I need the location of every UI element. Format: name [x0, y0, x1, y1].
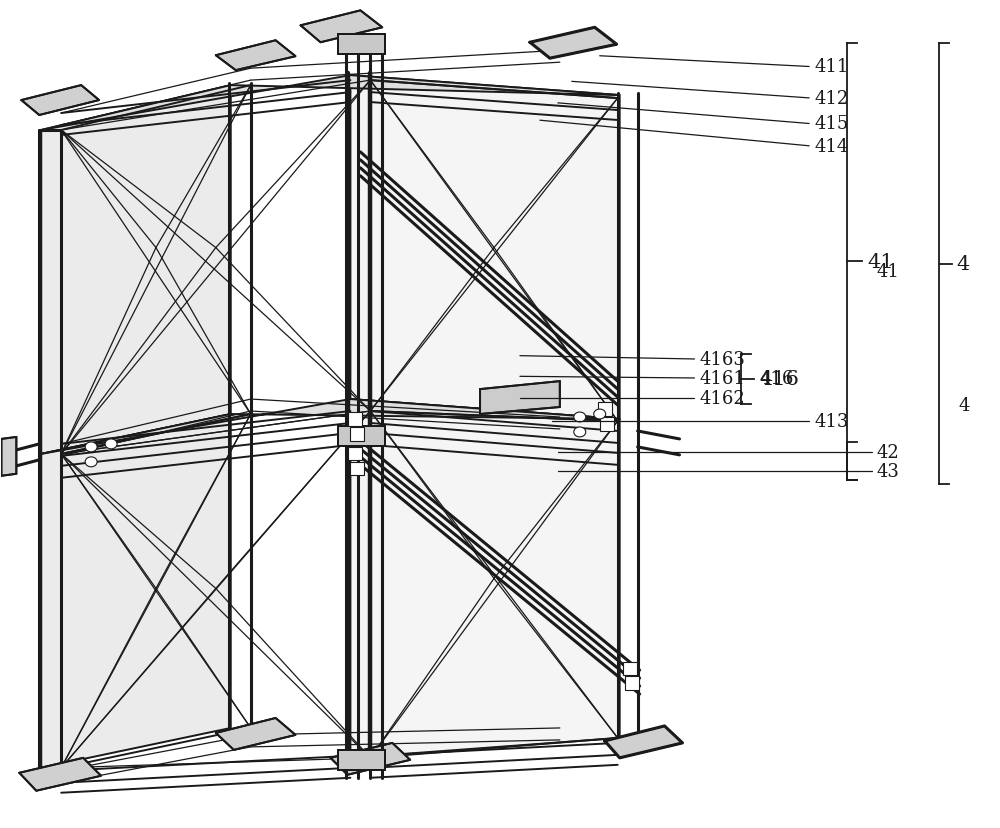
Circle shape: [85, 457, 97, 467]
Text: 416: 416: [759, 370, 799, 389]
Text: 413: 413: [814, 412, 848, 431]
Text: 42: 42: [877, 443, 900, 461]
Text: 41: 41: [867, 253, 894, 272]
Text: 4162: 4162: [699, 389, 745, 407]
Polygon shape: [301, 12, 382, 43]
Polygon shape: [41, 415, 231, 768]
Polygon shape: [338, 426, 385, 446]
Bar: [598, 403, 612, 416]
Polygon shape: [41, 400, 620, 455]
Text: 414: 414: [814, 137, 848, 156]
Text: 415: 415: [814, 115, 848, 133]
Polygon shape: [480, 382, 560, 415]
Polygon shape: [216, 41, 296, 71]
Polygon shape: [216, 718, 296, 750]
Text: 43: 43: [877, 462, 900, 480]
Bar: [348, 448, 362, 461]
Circle shape: [85, 442, 97, 452]
Text: 4: 4: [959, 397, 970, 415]
Text: 41: 41: [877, 263, 900, 281]
Text: 416: 416: [759, 369, 794, 388]
Bar: [348, 413, 362, 426]
Polygon shape: [350, 76, 620, 420]
Polygon shape: [605, 726, 682, 758]
Polygon shape: [41, 76, 620, 131]
Circle shape: [105, 440, 117, 450]
Polygon shape: [338, 750, 385, 770]
Polygon shape: [19, 758, 101, 791]
Polygon shape: [1, 437, 16, 476]
Bar: [600, 418, 614, 431]
Circle shape: [574, 412, 586, 422]
Polygon shape: [338, 36, 385, 55]
Text: 411: 411: [814, 59, 848, 76]
Text: 4: 4: [957, 255, 970, 274]
Polygon shape: [530, 28, 617, 59]
Polygon shape: [350, 400, 620, 758]
Text: 4161: 4161: [699, 369, 745, 388]
Bar: [625, 676, 639, 690]
Text: 4163: 4163: [699, 350, 745, 368]
Bar: [623, 662, 637, 675]
Polygon shape: [21, 86, 99, 116]
Polygon shape: [41, 86, 231, 455]
Polygon shape: [330, 743, 410, 775]
Circle shape: [594, 410, 606, 420]
Bar: [350, 463, 364, 476]
Text: 412: 412: [814, 89, 848, 108]
Circle shape: [574, 427, 586, 437]
Bar: [350, 428, 364, 441]
